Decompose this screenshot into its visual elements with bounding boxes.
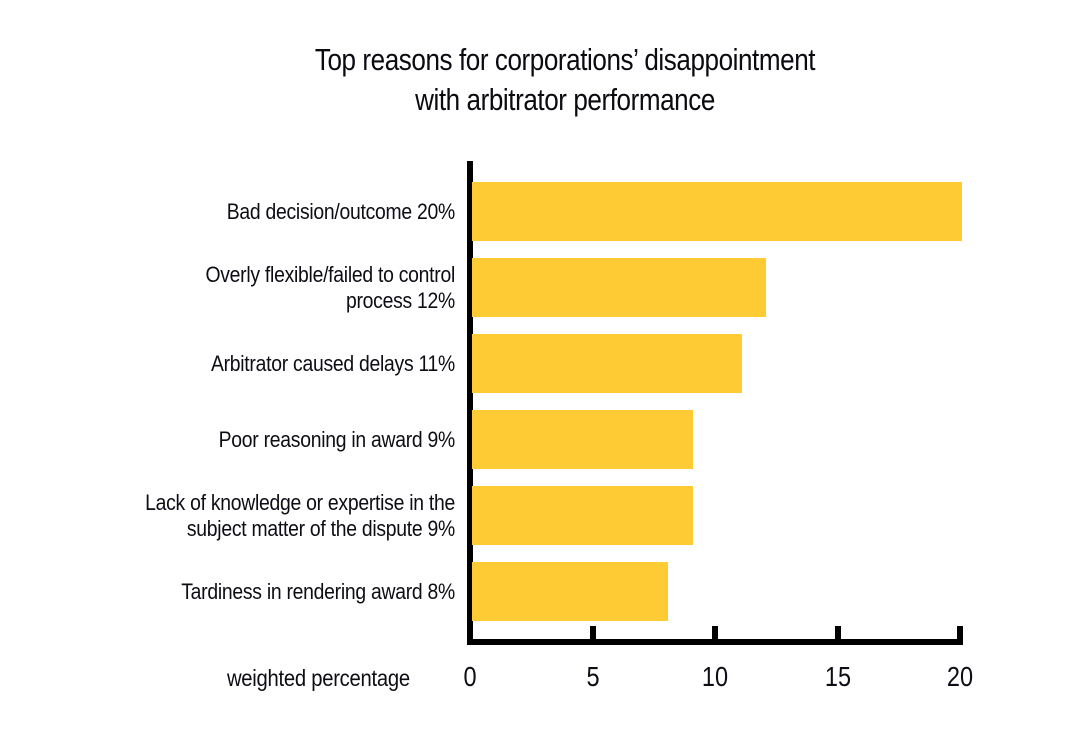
x-axis-tick [834,626,841,639]
bar [472,486,693,545]
x-axis-line [467,639,963,645]
category-label: Overly flexible/failed to control proces… [205,261,455,313]
chart-title: Top reasons for corporations’ disappoint… [50,40,1080,120]
category-label: Bad decision/outcome 20% [226,198,456,224]
chart-title-line1: Top reasons for corporations’ disappoint… [314,42,816,77]
bar [472,562,668,621]
category-label: Poor reasoning in award 9% [218,426,456,452]
x-axis-tick-label: 20 [946,661,974,692]
bar [472,258,766,317]
chart-title-line2: with arbitrator performance [415,82,715,117]
bar [472,182,962,241]
x-axis-tick-label: 10 [701,661,729,692]
category-label: Arbitrator caused delays 11% [210,350,455,376]
category-label: Tardiness in rendering award 8% [181,578,455,604]
bar [472,334,742,393]
x-axis-tick [957,626,963,639]
x-axis-tick-label: 5 [585,661,600,692]
bar [472,410,693,469]
x-axis-tick [712,626,718,639]
category-label: Lack of knowledge or expertise in the su… [145,489,455,541]
x-axis-tick-label: 15 [824,661,851,692]
x-axis-tick-label: 0 [463,661,477,692]
y-axis-line [467,161,473,645]
x-axis-title: weighted percentage [227,665,410,691]
x-axis-tick [589,626,596,639]
